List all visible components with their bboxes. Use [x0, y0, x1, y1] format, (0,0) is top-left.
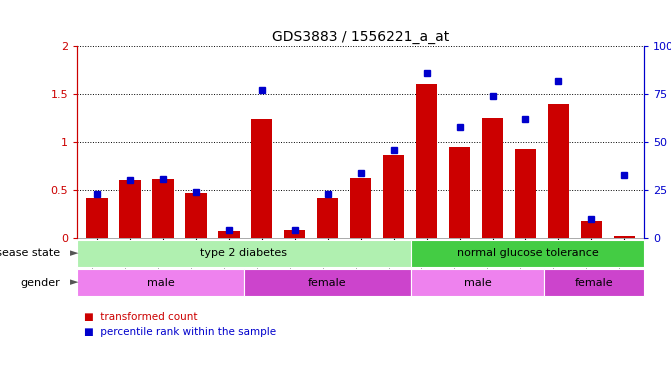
Bar: [383, 155, 405, 238]
Bar: [482, 118, 503, 238]
Bar: [614, 236, 635, 238]
Text: female: female: [308, 278, 347, 288]
Bar: [119, 180, 141, 238]
Bar: [87, 198, 107, 238]
Bar: [449, 147, 470, 238]
Bar: [350, 177, 371, 238]
Bar: [152, 179, 174, 238]
Text: normal glucose tolerance: normal glucose tolerance: [456, 248, 599, 258]
Bar: [515, 149, 536, 238]
Bar: [317, 198, 338, 238]
Text: male: male: [147, 278, 174, 288]
Text: ►: ►: [70, 248, 78, 258]
Text: female: female: [575, 278, 613, 288]
Bar: [284, 230, 305, 238]
Bar: [185, 193, 207, 238]
Text: male: male: [464, 278, 491, 288]
Title: GDS3883 / 1556221_a_at: GDS3883 / 1556221_a_at: [272, 30, 450, 44]
Text: type 2 diabetes: type 2 diabetes: [201, 248, 287, 258]
Bar: [580, 221, 602, 238]
Bar: [548, 104, 569, 238]
Text: ■  transformed count: ■ transformed count: [84, 312, 197, 322]
Text: ■  percentile rank within the sample: ■ percentile rank within the sample: [84, 327, 276, 337]
Text: disease state: disease state: [0, 248, 60, 258]
Bar: [416, 84, 437, 238]
Text: gender: gender: [21, 278, 60, 288]
Bar: [218, 231, 240, 238]
Text: ►: ►: [70, 278, 78, 288]
Bar: [251, 119, 272, 238]
